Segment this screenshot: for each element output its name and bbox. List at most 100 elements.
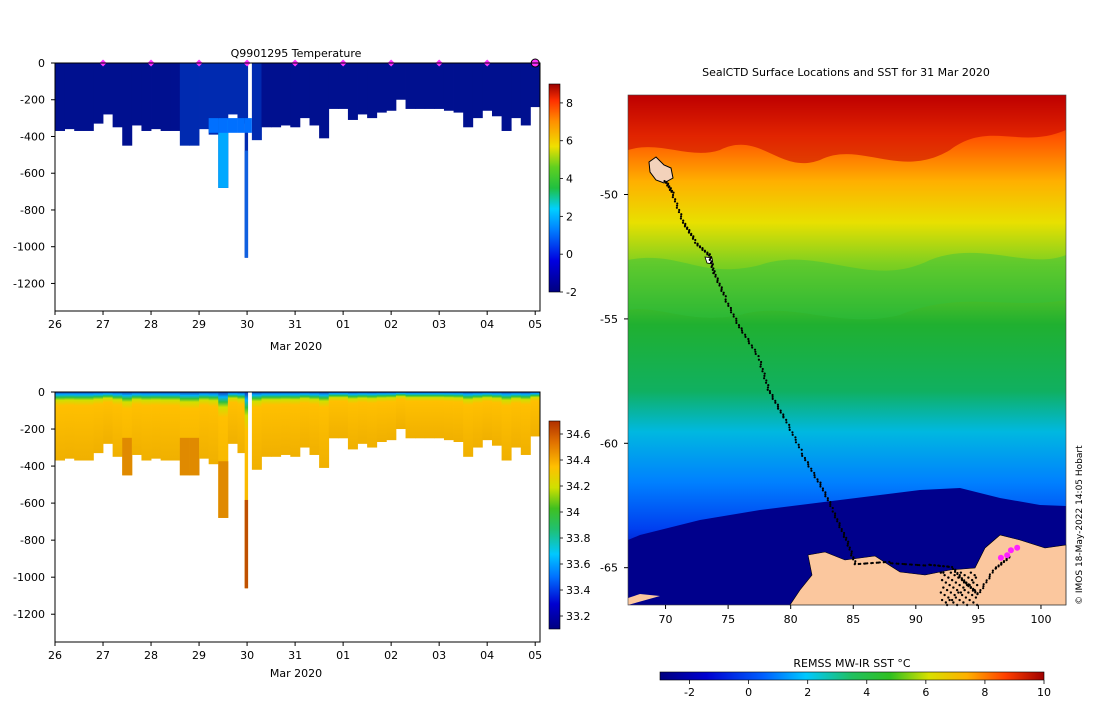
track-point: [957, 576, 960, 579]
track-point: [833, 516, 837, 519]
track-point: [678, 208, 681, 212]
temperature-band: [208, 118, 219, 133]
temperature-profile: [472, 63, 483, 119]
longitude-tick-label: 85: [846, 613, 860, 626]
track-point: [675, 206, 678, 209]
track-point: [833, 514, 837, 517]
temperature-profile-deep: [244, 150, 249, 258]
track-point: [813, 471, 816, 475]
track-point: [979, 589, 982, 592]
salinity-profile: [424, 392, 435, 439]
x-tick-label: 31: [288, 318, 302, 331]
salinity-profile: [261, 392, 272, 457]
temperature-profile: [367, 63, 378, 119]
track-point: [962, 581, 966, 584]
track-point: [846, 544, 849, 547]
track-point: [757, 354, 760, 358]
track-point: [732, 313, 735, 316]
track-point: [838, 522, 841, 525]
salinity-profile: [103, 392, 114, 444]
track-point: [735, 321, 738, 325]
track-point: [671, 196, 674, 199]
salinity-profile: [453, 392, 464, 442]
surface-markers: [99, 58, 540, 68]
green-water-band: [628, 252, 1066, 320]
salinity-profile: [472, 392, 483, 448]
temperature-profile: [491, 63, 502, 117]
salinity-profile: [55, 392, 66, 461]
track-point: [972, 601, 975, 604]
salinity-profile: [199, 392, 210, 459]
track-point: [763, 374, 766, 377]
track-point: [824, 495, 827, 498]
salinity-profile: [491, 392, 502, 446]
track-point: [729, 306, 733, 310]
track-point: [910, 563, 913, 566]
track-point: [682, 219, 685, 222]
latitude-tick-label: -55: [600, 313, 618, 326]
y-tick-label: -400: [20, 130, 45, 143]
track-point: [940, 598, 944, 602]
track-point: [803, 456, 807, 460]
temperature-profile: [83, 63, 94, 131]
track-point: [852, 556, 855, 559]
track-point: [959, 591, 963, 594]
y-tick-label: -800: [20, 534, 45, 547]
colorbar-tick-label: 6: [566, 135, 573, 148]
track-point: [716, 279, 719, 282]
sst-colorbar-label: REMSS MW-IR SST °C: [793, 657, 911, 670]
track-point: [942, 571, 945, 574]
track-point: [744, 333, 747, 336]
temperature-band: [227, 118, 238, 133]
track-point: [737, 326, 741, 329]
track-point: [848, 548, 851, 551]
track-point: [744, 335, 747, 338]
temperature-profile: [520, 63, 531, 126]
temperature-profile: [415, 63, 426, 109]
track-point: [950, 578, 954, 582]
latest-positions: [997, 544, 1021, 561]
track-point: [903, 562, 906, 566]
temperature-profile: [328, 63, 339, 109]
track-point: [836, 520, 839, 523]
x-tick-label: 27: [96, 649, 110, 662]
y-tick-label: 0: [38, 386, 45, 399]
track-point: [673, 200, 677, 203]
track-point: [826, 497, 829, 500]
land-west: [628, 594, 660, 605]
x-tick-label: 29: [192, 318, 206, 331]
y-tick-label: 0: [38, 57, 45, 70]
track-point: [821, 487, 825, 490]
track-point: [974, 596, 978, 599]
track-point: [785, 421, 788, 424]
track-point: [901, 562, 904, 566]
x-tick-label: 01: [336, 318, 350, 331]
salinity-colorbar-ticks: 34.6 34.4 34.2 34 33.8 33.6 33.4 33.2: [560, 428, 591, 623]
track-point: [819, 483, 822, 486]
salinity-profile-deep: [218, 461, 229, 518]
track-point: [997, 564, 1000, 567]
salinity-profile: [64, 392, 75, 459]
temperature-profile-deep: [218, 119, 229, 188]
x-tick-label: 29: [192, 649, 206, 662]
track-point: [974, 591, 977, 594]
salinity-profile: [179, 392, 190, 476]
track-point: [766, 386, 770, 389]
track-point: [764, 381, 768, 384]
latitude-tick-label: -60: [600, 437, 618, 450]
track-point: [948, 583, 951, 587]
track-point: [741, 331, 744, 334]
track-point: [813, 476, 816, 479]
track-point: [962, 601, 965, 604]
track-point: [667, 186, 670, 189]
salinity-profile-deep: [189, 437, 200, 476]
temperature-y-axis: 0 -200 -400 -600 -800 -1000 -1200: [13, 57, 55, 290]
salinity-profile: [530, 392, 541, 437]
track-point: [850, 552, 853, 555]
track-point: [740, 327, 743, 330]
track-point: [779, 409, 782, 412]
track-point: [824, 493, 827, 496]
salinity-profile: [280, 392, 291, 455]
y-tick-label: -800: [20, 204, 45, 217]
track-point: [939, 591, 943, 594]
